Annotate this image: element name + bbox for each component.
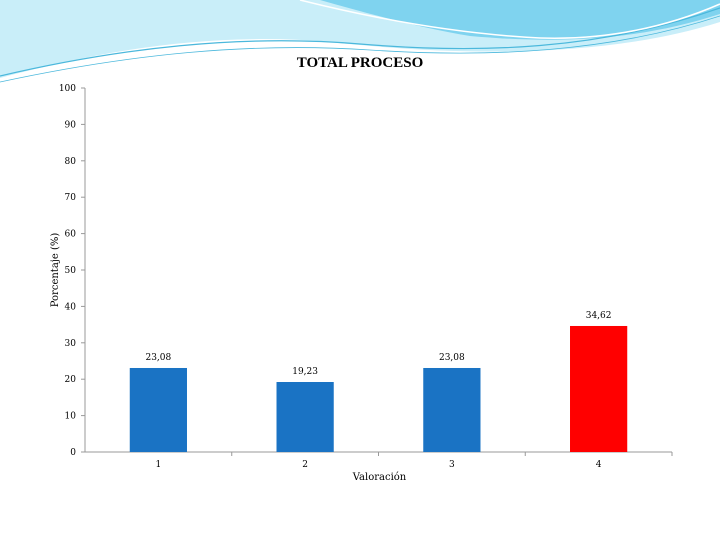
wave-line-2 <box>0 15 720 83</box>
y-tick-label: 30 <box>65 339 77 349</box>
data-label: 23,08 <box>439 353 465 363</box>
data-label: 19,23 <box>292 367 318 377</box>
wave-fill-mid <box>320 0 720 40</box>
chart-title: TOTAL PROCESO <box>297 55 424 71</box>
x-tick-label: 4 <box>596 460 602 470</box>
bar-chart: 0 10 20 30 40 50 60 70 80 90 100 23,08 1 19,23 2 23,08 3… <box>50 84 673 483</box>
y-tick-label: 0 <box>70 448 76 458</box>
y-tick-label: 80 <box>65 157 77 167</box>
x-tick-label: 3 <box>449 460 455 470</box>
x-tick-label: 2 <box>302 460 308 470</box>
y-tick-label: 70 <box>65 193 77 203</box>
header-wave-decoration <box>0 0 720 83</box>
x-axis-title: Valoración <box>352 472 407 483</box>
y-tick-label: 10 <box>65 412 77 422</box>
data-label: 23,08 <box>145 353 171 363</box>
y-tick-label: 50 <box>65 266 77 276</box>
bar <box>423 367 481 452</box>
wave-line-1 <box>0 7 720 77</box>
y-tick-label: 20 <box>65 375 77 385</box>
y-tick-label: 40 <box>65 302 77 312</box>
y-tick-label: 60 <box>65 230 77 240</box>
y-axis-title: Porcentaje (%) <box>50 233 61 308</box>
bar <box>129 367 187 452</box>
data-label: 34,62 <box>586 311 612 321</box>
y-tick-label: 90 <box>65 120 77 130</box>
bar <box>276 382 334 452</box>
x-tick-label: 1 <box>156 460 162 470</box>
bar <box>570 325 628 452</box>
y-tick-label: 100 <box>59 84 76 94</box>
wave-line-3 <box>299 0 720 39</box>
